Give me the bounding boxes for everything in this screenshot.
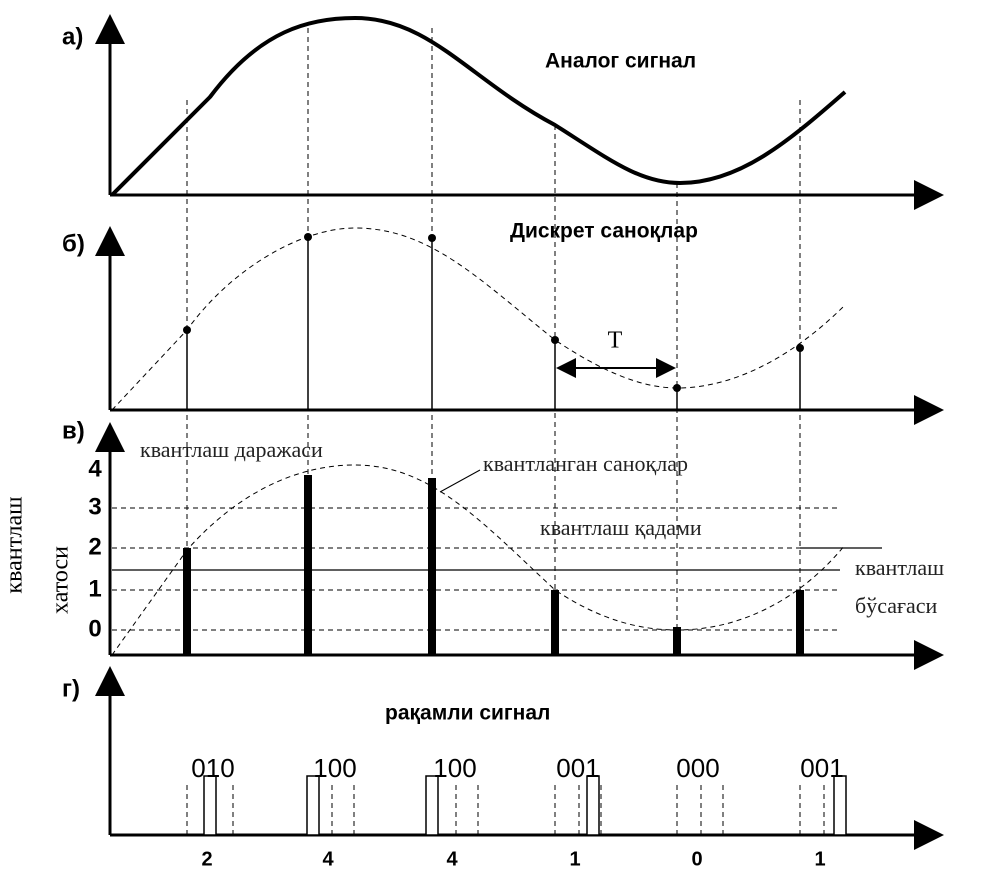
- level-tick: 0: [88, 615, 101, 642]
- pulse: [425, 775, 439, 836]
- dashed-curve: [111, 464, 846, 656]
- panel-title: Дискрет саноқлар: [510, 220, 698, 243]
- level-tick: 2: [88, 533, 101, 560]
- code-label: 001: [800, 753, 843, 783]
- code-label: 000: [676, 753, 719, 783]
- sample-dot: [551, 336, 559, 344]
- quantized-bar: [796, 590, 804, 655]
- sample-dot: [428, 234, 436, 242]
- level-tick: 1: [88, 575, 101, 602]
- label: квантланган саноқлар: [483, 451, 688, 476]
- sample-dot: [673, 384, 681, 392]
- level-tick: 4: [88, 455, 102, 482]
- axis-label: квантлаш: [2, 496, 28, 594]
- value-label: 4: [446, 848, 458, 870]
- panel-letter: в): [62, 417, 85, 444]
- quantized-bar: [551, 590, 559, 655]
- quantized-bar: [428, 478, 436, 655]
- quantized-bar: [673, 627, 681, 655]
- pulse: [203, 775, 217, 836]
- code-label: 010: [191, 753, 234, 783]
- code-label: 100: [313, 753, 356, 783]
- axis-label: хатоси: [48, 546, 74, 614]
- panel-title: рақамли сигнал: [385, 702, 550, 725]
- panel-letter: г): [62, 675, 80, 702]
- value-label: 4: [322, 848, 334, 870]
- pulse: [833, 775, 847, 836]
- panel-letter: б): [62, 230, 85, 257]
- label: квантлаш қадами: [540, 515, 702, 540]
- dashed-curve: [111, 227, 846, 411]
- pulse: [306, 775, 320, 836]
- analog-signal: [110, 15, 847, 197]
- panel-title: Аналог сигнал: [545, 50, 696, 73]
- code-label: 001: [556, 753, 599, 783]
- value-label: 1: [814, 848, 825, 870]
- pulse: [586, 775, 600, 836]
- sample-dot: [796, 344, 804, 352]
- quantized-bar: [304, 475, 312, 655]
- level-tick: 3: [88, 493, 101, 520]
- value-label: 1: [569, 848, 580, 870]
- label: бўсағаси: [855, 593, 938, 618]
- value-label: 0: [691, 848, 702, 870]
- panel-letter: а): [62, 23, 83, 50]
- sample-dot: [304, 233, 312, 241]
- layout: [95, 14, 944, 850]
- label: квантлаш: [855, 555, 944, 580]
- pointer: [439, 469, 481, 493]
- period-label: T: [608, 328, 623, 354]
- label: квантлаш даражаси: [140, 437, 323, 462]
- code-label: 100: [433, 753, 476, 783]
- value-label: 2: [201, 848, 212, 870]
- sample-dot: [183, 326, 191, 334]
- quantized-bar: [183, 548, 191, 655]
